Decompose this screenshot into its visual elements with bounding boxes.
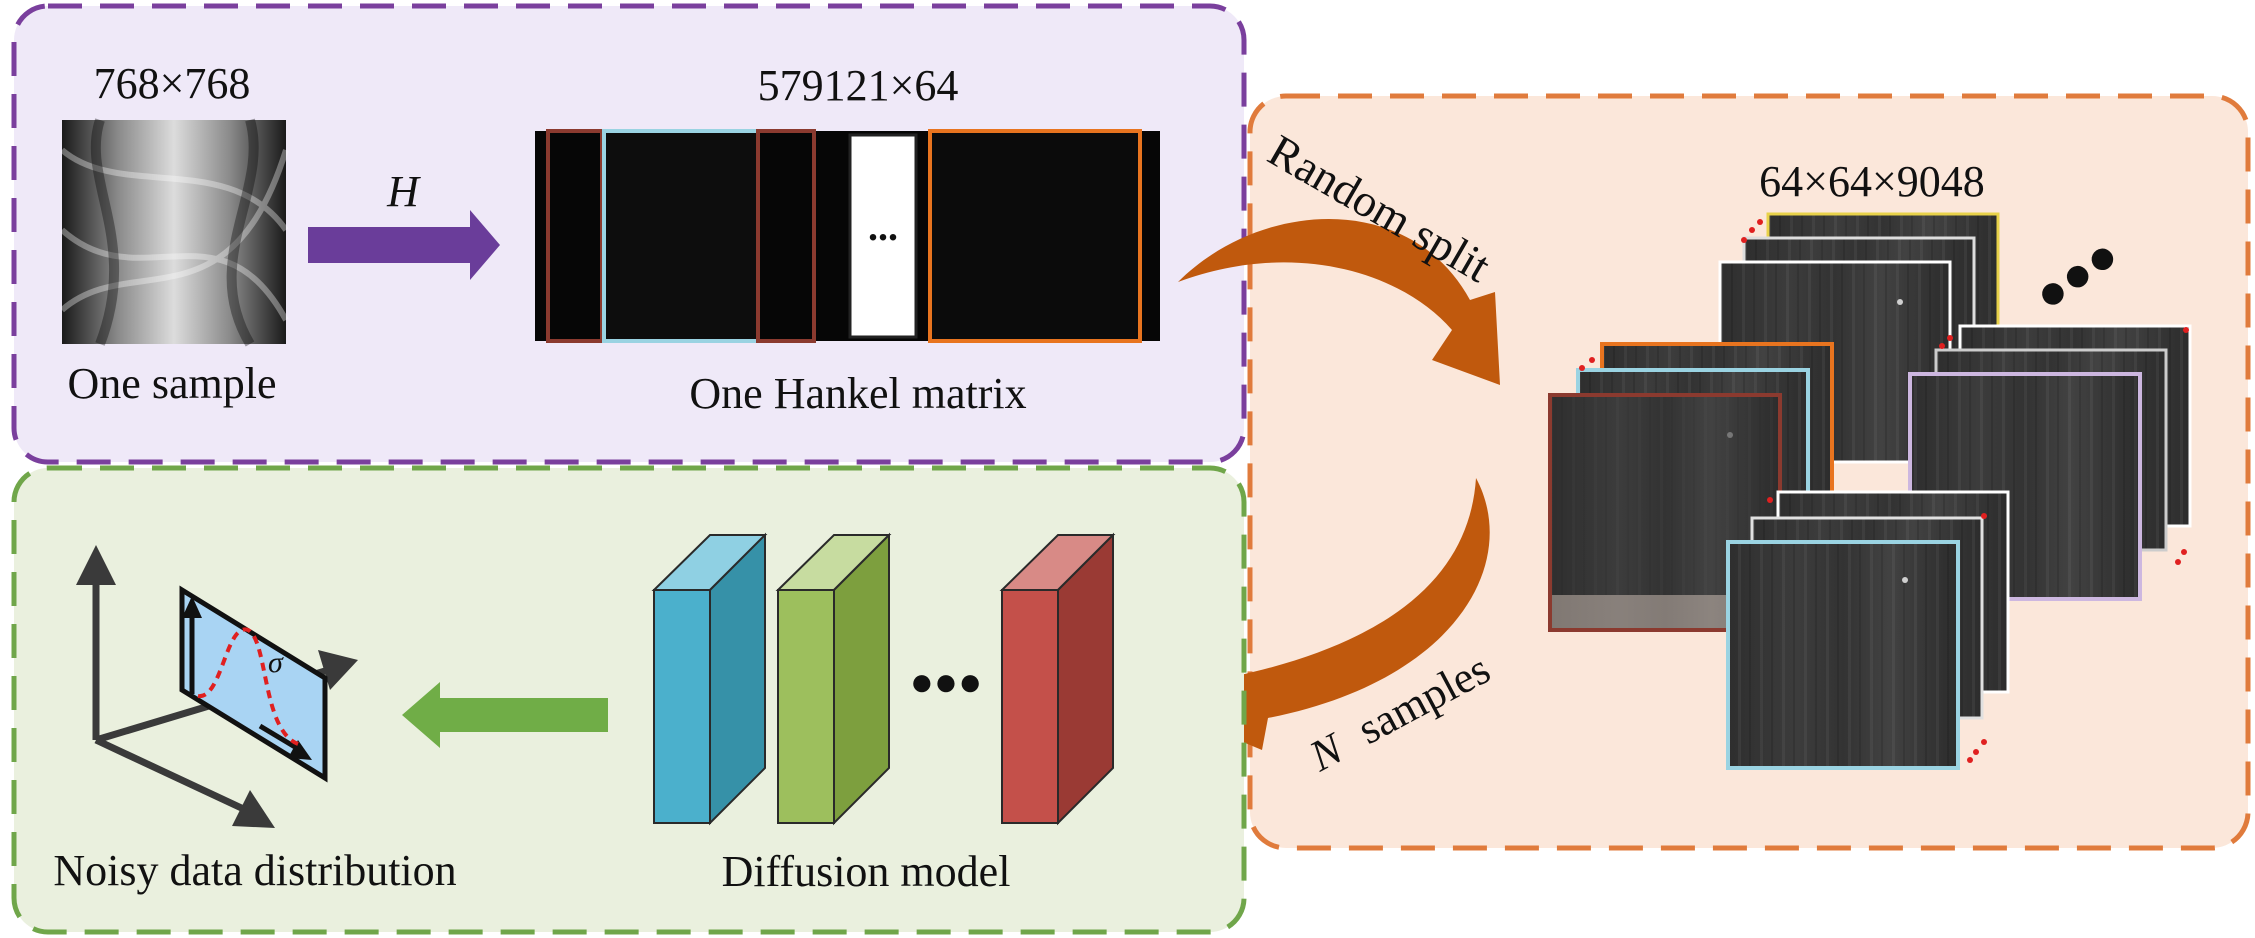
- blocks-ellipsis: ●●●: [910, 659, 982, 704]
- patch-stack-right: [1908, 324, 2192, 601]
- split-panel: Random split N samples 64×64×9048 ●●●: [1178, 93, 2251, 851]
- patch-stack-bottom: [1726, 490, 2010, 770]
- sample-label: One sample: [68, 359, 277, 408]
- noise-distribution-plane: [179, 585, 328, 783]
- random-split-arrow: [1178, 218, 1500, 385]
- sigma-symbol: σ: [268, 646, 284, 679]
- hankel-matrix-image: [535, 129, 1160, 343]
- n-samples-arrow: [1190, 478, 1490, 750]
- diffusion-output-arrow: [402, 682, 608, 748]
- operator-label: H: [386, 167, 421, 216]
- hankel-arrow: [308, 210, 500, 280]
- diffusion-panel: σ Noisy data distribution ●●● Diffusion …: [11, 465, 1247, 935]
- sample-size-label: 768×768: [94, 59, 251, 108]
- network-block-blue: [651, 532, 768, 826]
- matrix-ellipsis: ...: [868, 204, 898, 249]
- matrix-size-label: 579121×64: [758, 61, 959, 110]
- hankel-panel: 768×768 One sample H 579121×64 ... One H…: [11, 3, 1247, 465]
- network-block-green: [775, 532, 892, 826]
- network-block-red: [999, 532, 1116, 826]
- matrix-label: One Hankel matrix: [689, 369, 1026, 418]
- distribution-label: Noisy data distribution: [53, 846, 456, 895]
- stack-size-label: 64×64×9048: [1759, 157, 1985, 206]
- model-label: Diffusion model: [722, 847, 1011, 896]
- stack-depth-dots: [1579, 219, 2189, 763]
- sinogram-image: [59, 118, 289, 347]
- diffusion-panel-frame: [11, 465, 1247, 935]
